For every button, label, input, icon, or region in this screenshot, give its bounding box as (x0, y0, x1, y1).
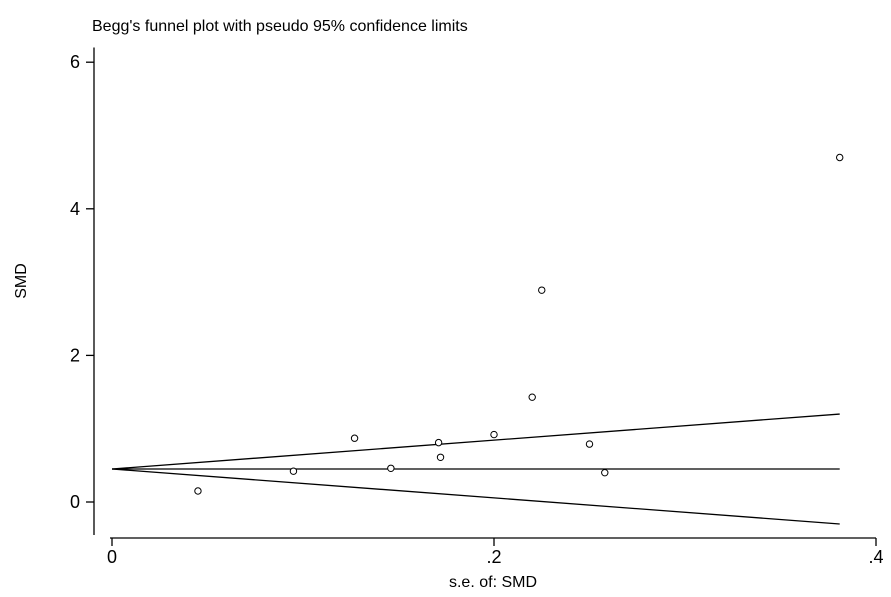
lower-confidence-limit (111, 468, 840, 525)
data-points (194, 153, 844, 495)
y-tick-label: 6 (70, 52, 80, 72)
upper-confidence-limit (111, 413, 840, 470)
axes: 0 2 4 6 0 .2 .4 (70, 47, 884, 567)
data-point (436, 453, 445, 461)
chart-title: Begg's funnel plot with pseudo 95% confi… (92, 18, 468, 35)
y-tick-label: 4 (70, 199, 80, 219)
data-point (490, 430, 498, 439)
y-tick-label: 0 (70, 492, 80, 512)
y-tick-label: 2 (70, 345, 80, 365)
funnel-lines (111, 413, 840, 525)
data-point (836, 153, 844, 162)
x-tick-label: 0 (107, 547, 117, 567)
data-point (601, 468, 609, 477)
y-axis-title: SMD (13, 263, 30, 299)
x-tick-label: .4 (868, 547, 883, 567)
data-point (350, 434, 359, 442)
x-tick-label: .2 (486, 547, 501, 567)
data-point (528, 393, 536, 401)
data-point (585, 440, 594, 448)
data-point (289, 467, 298, 475)
data-point (538, 286, 546, 294)
x-axis-title: s.e. of: SMD (449, 574, 537, 591)
data-point (387, 464, 395, 472)
data-point (194, 487, 202, 495)
data-point (434, 438, 443, 447)
